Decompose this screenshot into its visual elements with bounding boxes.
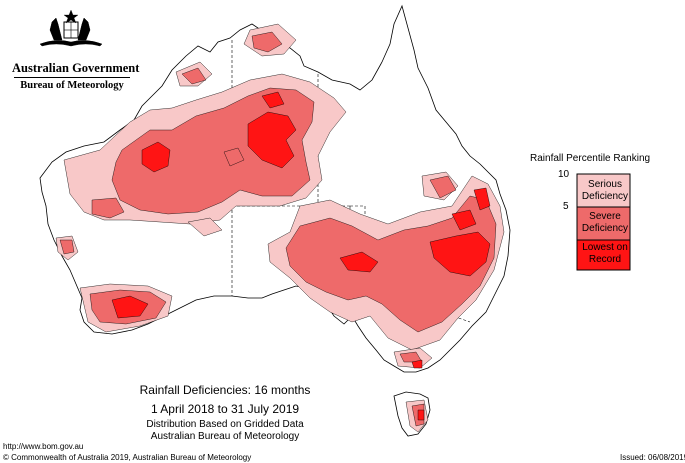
header-divider	[14, 77, 130, 78]
map-title: Rainfall Deficiencies: 16 months	[139, 383, 311, 397]
government-name: Australian Government	[12, 61, 140, 75]
legend-swatch-serious	[576, 173, 631, 208]
legend-swatches	[576, 173, 631, 271]
legend-label-severe: Severe Deficiency	[581, 211, 629, 235]
legend-label-serious-line1: Serious	[588, 179, 622, 190]
map-period: 1 April 2018 to 31 July 2019	[150, 402, 300, 416]
legend-label-severe-line2: Deficiency	[581, 223, 629, 234]
legend-label-lowest-line1: Lowest on	[582, 242, 628, 253]
map-method-note: Distribution Based on Gridded Data	[146, 419, 304, 430]
lowest-on-record-areas	[111, 91, 491, 421]
legend-swatch-severe	[576, 206, 631, 241]
legend-label-lowest-line2: Record	[588, 254, 622, 265]
footer-url[interactable]: http://www.bom.gov.au	[3, 442, 84, 451]
footer-copyright: © Commonwealth of Australia 2019, Austra…	[3, 453, 252, 462]
legend-tick-10: 10	[558, 169, 570, 180]
legend-tick-5: 5	[563, 201, 569, 212]
coat-of-arms-logo	[39, 9, 103, 47]
legend-label-lowest: Lowest on Record	[581, 242, 629, 266]
footer-issued-date: Issued: 06/08/2019	[620, 453, 685, 462]
legend-title: Rainfall Percentile Ranking	[530, 153, 651, 164]
legend-label-serious: Serious Deficiency	[581, 179, 629, 203]
legend-label-severe-line1: Severe	[589, 211, 621, 222]
map-source-note: Australian Bureau of Meteorology	[150, 431, 300, 442]
bureau-name: Bureau of Meteorology	[20, 80, 124, 91]
legend-label-serious-line2: Deficiency	[581, 191, 629, 202]
legend-swatch-lowest	[576, 239, 631, 271]
